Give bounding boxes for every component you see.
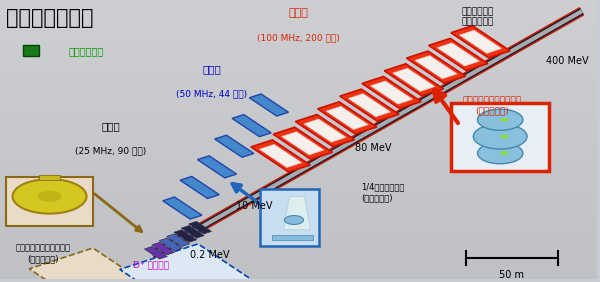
Circle shape: [500, 135, 509, 138]
Polygon shape: [120, 244, 335, 282]
Polygon shape: [167, 234, 190, 246]
Circle shape: [284, 215, 304, 224]
Polygon shape: [460, 30, 502, 53]
Polygon shape: [406, 51, 466, 83]
Polygon shape: [304, 119, 346, 142]
Circle shape: [473, 124, 527, 149]
Text: 400 MeV: 400 MeV: [546, 56, 589, 66]
Polygon shape: [317, 102, 377, 134]
Polygon shape: [159, 238, 182, 251]
Polygon shape: [428, 38, 488, 70]
Polygon shape: [284, 196, 310, 230]
FancyBboxPatch shape: [6, 177, 92, 226]
Polygon shape: [188, 221, 212, 234]
Circle shape: [500, 151, 509, 155]
Polygon shape: [145, 246, 167, 259]
Polygon shape: [152, 242, 175, 255]
Text: 0.2 MeV: 0.2 MeV: [190, 250, 229, 260]
Polygon shape: [273, 127, 332, 159]
Polygon shape: [295, 114, 355, 147]
Polygon shape: [197, 156, 236, 178]
Text: 80 MeV: 80 MeV: [355, 143, 392, 153]
Polygon shape: [29, 248, 190, 282]
Text: 低速部: 低速部: [101, 121, 120, 131]
Text: 1/4波長型共振器
(超伝導空洞): 1/4波長型共振器 (超伝導空洞): [361, 182, 404, 202]
Polygon shape: [326, 106, 368, 129]
Text: 中速部: 中速部: [203, 64, 221, 74]
Text: 単胞線形加速器: 単胞線形加速器: [6, 8, 94, 28]
FancyBboxPatch shape: [260, 190, 319, 246]
Polygon shape: [174, 230, 197, 242]
Polygon shape: [384, 64, 443, 96]
Circle shape: [478, 143, 523, 164]
Polygon shape: [215, 135, 254, 157]
Polygon shape: [181, 226, 204, 238]
Text: 高速部: 高速部: [289, 8, 308, 18]
Polygon shape: [260, 144, 302, 168]
Polygon shape: [415, 56, 457, 79]
Bar: [272, 235, 313, 240]
Text: 10 MeV: 10 MeV: [236, 201, 272, 211]
Polygon shape: [451, 26, 510, 58]
Circle shape: [13, 179, 86, 214]
Polygon shape: [371, 81, 413, 104]
Polygon shape: [23, 45, 39, 56]
Text: (25 MHz, 90 セル): (25 MHz, 90 セル): [75, 146, 146, 155]
Polygon shape: [232, 114, 271, 137]
Polygon shape: [393, 68, 435, 91]
Text: 中性子発生用
リチウム標的: 中性子発生用 リチウム標的: [461, 7, 494, 26]
Polygon shape: [180, 177, 219, 199]
Circle shape: [38, 191, 61, 202]
Text: リエントラント型共振器
(常伝導空洞): リエントラント型共振器 (常伝導空洞): [16, 244, 70, 263]
Text: (50 MHz, 44 セル): (50 MHz, 44 セル): [176, 89, 247, 98]
Circle shape: [478, 109, 523, 130]
Polygon shape: [437, 43, 479, 66]
Bar: [39, 175, 60, 180]
FancyBboxPatch shape: [451, 103, 549, 171]
Polygon shape: [362, 76, 421, 109]
Polygon shape: [340, 89, 399, 121]
Text: D⁺ イオン源: D⁺ イオン源: [133, 260, 169, 269]
Polygon shape: [349, 94, 391, 117]
Polygon shape: [251, 140, 310, 172]
Polygon shape: [282, 132, 324, 155]
Text: リエントラント型共振器
(超伝導空洞): リエントラント型共振器 (超伝導空洞): [463, 96, 522, 116]
Polygon shape: [250, 94, 289, 116]
Circle shape: [500, 118, 509, 122]
Polygon shape: [163, 197, 202, 219]
Text: (100 MHz, 200 セル): (100 MHz, 200 セル): [257, 34, 340, 42]
Text: 50 m: 50 m: [499, 270, 524, 280]
Text: 磁気収束要素: 磁気収束要素: [68, 47, 104, 56]
